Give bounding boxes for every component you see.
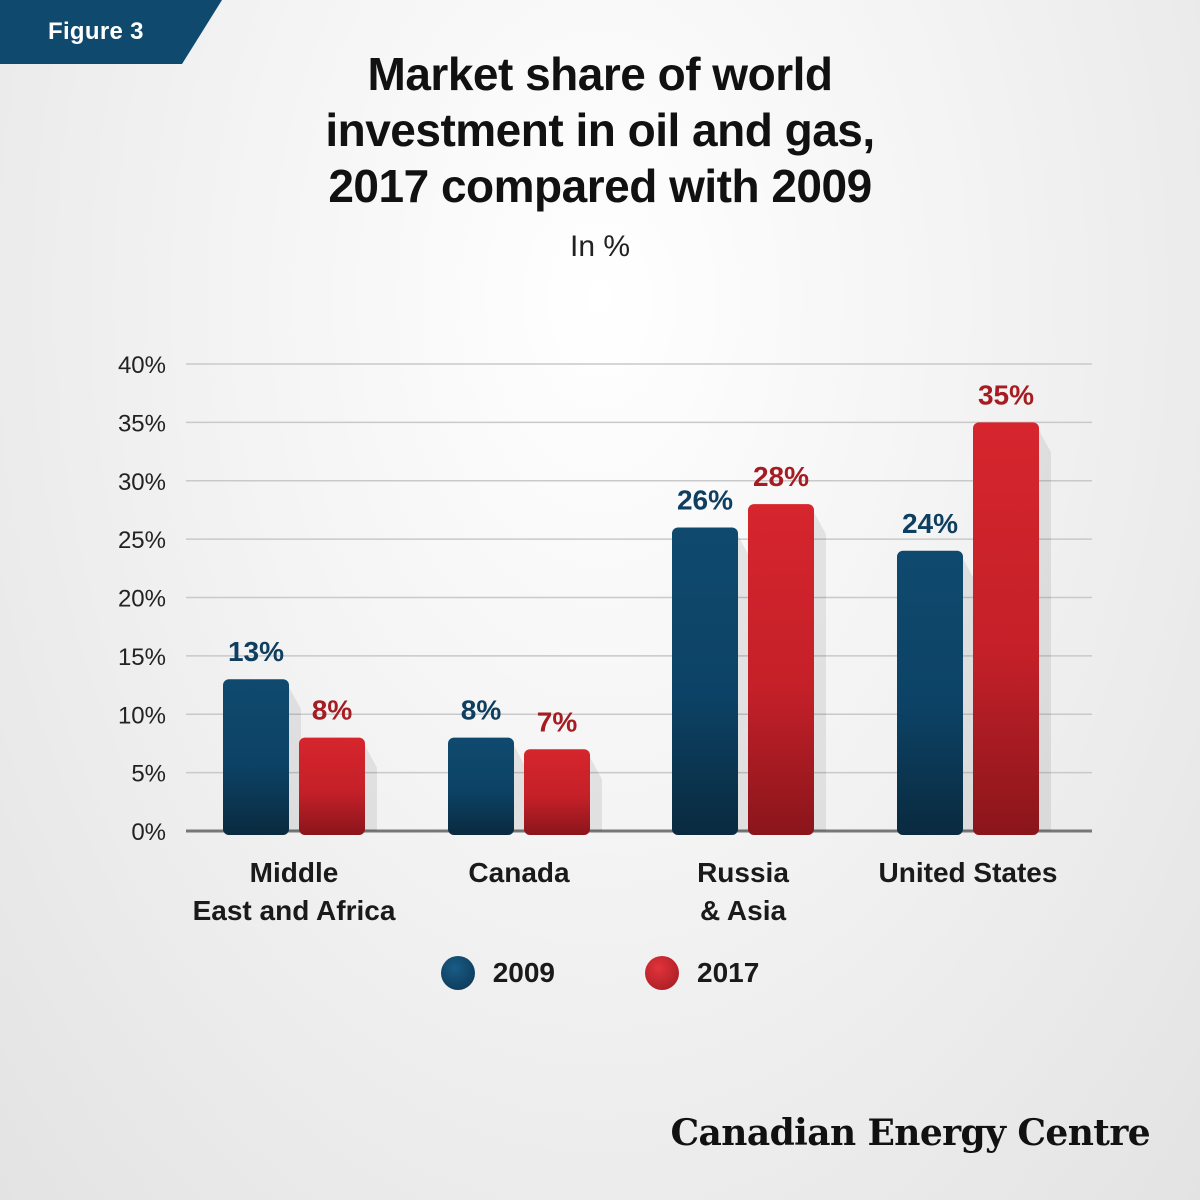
- chart-subtitle: In %: [569, 230, 631, 263]
- y-tick-label: 10%: [118, 702, 166, 729]
- data-label-2009: 26%: [677, 484, 733, 515]
- bar-2009: [223, 679, 289, 835]
- x-category-label-line: East and Africa: [193, 895, 396, 926]
- bar-shadow: [814, 512, 826, 831]
- bar-2017: [748, 504, 814, 835]
- x-category-label: Middle East and Africa: [193, 857, 396, 926]
- x-category-label-line: Middle: [250, 857, 339, 888]
- x-category-label-line: & Asia: [700, 895, 787, 926]
- legend-swatch-2009: [440, 956, 475, 990]
- y-tick-label: 15%: [118, 644, 166, 671]
- y-tick-label: 20%: [118, 586, 166, 613]
- figure-tag-label: Figure 3: [48, 18, 144, 45]
- x-category-label-line: United States: [879, 857, 1058, 888]
- legend-item-2009: 2009: [440, 956, 555, 990]
- y-tick-label: 25%: [118, 527, 166, 554]
- x-category-label-line: Canada: [468, 857, 570, 888]
- legend-label-2009: 2009: [492, 957, 555, 988]
- data-label-2017: 7%: [537, 706, 578, 737]
- chart-title: Market share of world investment in oil …: [150, 46, 1050, 214]
- data-label-2017: 28%: [753, 461, 809, 492]
- bar-chart: 0% 5% 10% 15% 20% 25% 30% 35% 40% 13% 8% 26% 24% 8% 7…: [118, 352, 1092, 926]
- y-tick-label: 40%: [118, 352, 166, 379]
- chart-title-line: 2017 compared with 2009: [328, 160, 872, 212]
- legend-item-2017: 2017: [645, 956, 759, 990]
- chart-title-line: investment in oil and gas,: [325, 104, 875, 156]
- y-tick-label: 30%: [118, 469, 166, 496]
- y-tick-label: 0%: [131, 819, 166, 846]
- y-tick-label: 35%: [118, 410, 166, 437]
- data-label-2017: 35%: [978, 379, 1034, 410]
- figure-tag: Figure 3: [0, 0, 222, 64]
- bar-2009: [672, 527, 738, 835]
- bar-2017: [973, 422, 1039, 835]
- data-label-2017: 8%: [312, 695, 353, 726]
- bar-shadow: [514, 745, 526, 831]
- bar-2009: [448, 737, 514, 835]
- x-category-label: Canada: [468, 857, 570, 888]
- brand-logo-text: Canadian Energy Centre: [670, 1112, 1151, 1154]
- legend-swatch-2017: [645, 956, 679, 990]
- data-label-2009: 8%: [461, 695, 502, 726]
- legend-label-2017: 2017: [697, 957, 760, 988]
- bar-shadow: [1039, 430, 1051, 831]
- legend: 2009 2017: [0, 956, 1200, 990]
- bar-2017: [524, 749, 590, 835]
- bar-shadow: [963, 558, 975, 831]
- chart-title-line: Market share of world: [367, 48, 833, 100]
- data-label-2009: 24%: [902, 508, 958, 539]
- data-label-2009: 13%: [228, 636, 284, 667]
- y-tick-label: 5%: [131, 761, 166, 788]
- bar-2017: [299, 737, 365, 835]
- bar-shadow: [590, 757, 602, 831]
- x-category-label-line: Russia: [697, 857, 789, 888]
- bar-2009: [897, 550, 963, 835]
- x-category-label: United States: [879, 857, 1058, 888]
- bar-shadow: [738, 535, 750, 831]
- bar-shadow: [365, 745, 377, 831]
- x-category-label: Russia & Asia: [697, 857, 789, 926]
- bar-shadow: [289, 687, 301, 831]
